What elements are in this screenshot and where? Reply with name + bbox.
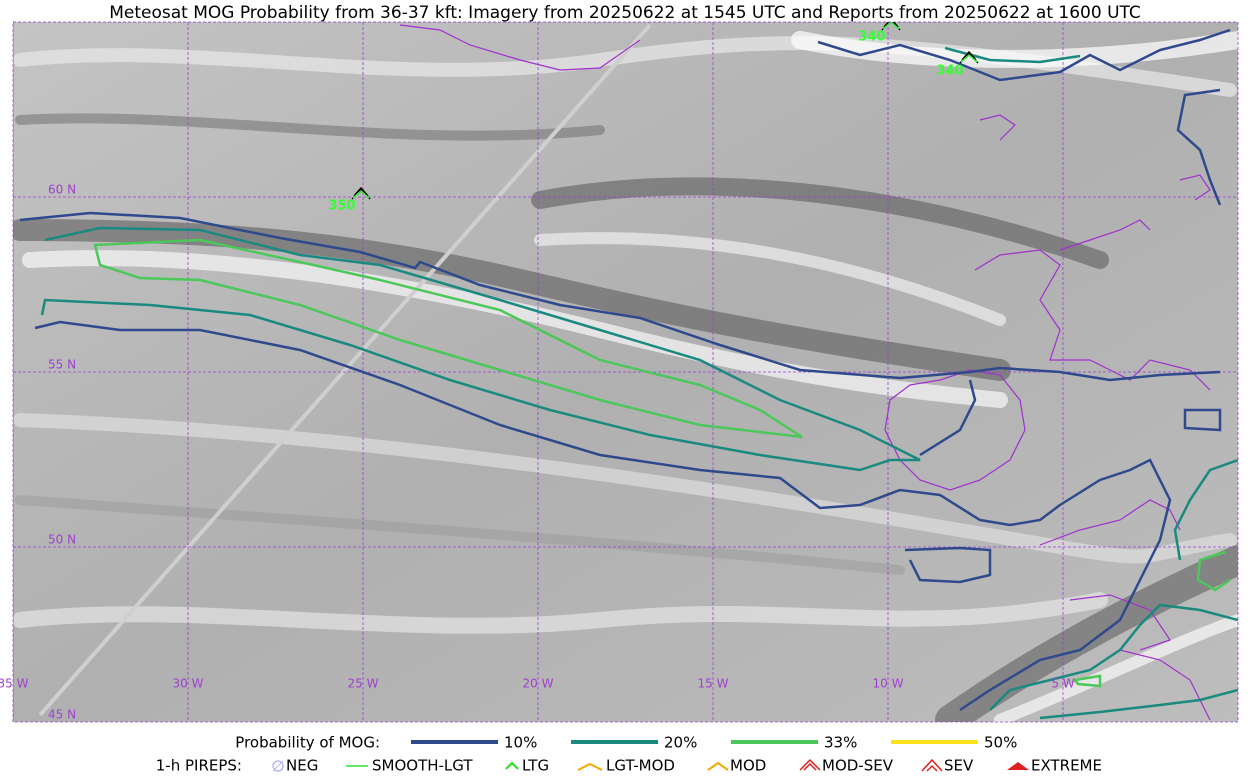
lon-label: 10 W bbox=[873, 677, 904, 691]
map: 350 340 340 bbox=[13, 22, 1238, 722]
legend-icon-shape bbox=[272, 760, 284, 772]
contour-10 bbox=[19, 211, 1221, 382]
legend-label: MOD bbox=[730, 757, 766, 775]
legend-icon bbox=[799, 758, 821, 771]
legend-label: NEG bbox=[286, 757, 318, 775]
coastlines bbox=[399, 24, 1211, 721]
contour-20 bbox=[1173, 458, 1238, 561]
contour-20 bbox=[1039, 688, 1238, 720]
legend-label: EXTREME bbox=[1031, 757, 1102, 775]
legend-label: LGT-MOD bbox=[606, 757, 675, 775]
legend-icon-shape bbox=[272, 760, 284, 772]
contour-33 bbox=[1072, 674, 1102, 688]
lon-label: 30 W bbox=[173, 677, 204, 691]
lat-label: 55 N bbox=[48, 358, 76, 372]
contour-10 bbox=[1176, 88, 1222, 206]
legend-icon bbox=[707, 761, 729, 771]
contour-10 bbox=[904, 546, 992, 584]
lat-lon-labels: 60 N 55 N 50 N 45 N 35 W 30 W 25 W 20 W 15 W 10 W… bbox=[0, 183, 1075, 722]
grid bbox=[13, 22, 1238, 722]
legend-icon-shape bbox=[799, 758, 821, 771]
legend-icon bbox=[1007, 762, 1029, 770]
legend-icon bbox=[505, 761, 519, 770]
lon-label: 15 W bbox=[698, 677, 729, 691]
pirep-icon bbox=[960, 54, 978, 63]
swath-edge bbox=[38, 23, 652, 717]
lat-label: 45 N bbox=[48, 708, 76, 722]
map-frame bbox=[12, 21, 1239, 723]
pirep-label: 340 bbox=[858, 30, 885, 45]
contour-10 bbox=[1183, 408, 1222, 432]
contour-33 bbox=[1196, 550, 1231, 592]
contour-20 bbox=[40, 226, 921, 472]
contours bbox=[19, 28, 1238, 720]
contour-10 bbox=[817, 28, 1231, 82]
lon-label: 20 W bbox=[523, 677, 554, 691]
title: Meteosat MOG Probability from 36-37 kft:… bbox=[109, 3, 1141, 23]
contour-10 bbox=[34, 320, 1172, 712]
lat-label: 60 N bbox=[48, 183, 76, 197]
legend-title: Probability of MOG: bbox=[235, 734, 380, 752]
legend-icon-shape bbox=[505, 761, 519, 770]
pirep-icon bbox=[352, 190, 370, 199]
pirep-label: 350 bbox=[328, 199, 355, 214]
contour-33 bbox=[93, 238, 803, 439]
contour-10 bbox=[919, 379, 977, 457]
legend-label: MOD-SEV bbox=[822, 757, 894, 775]
legend: Probability of MOG: 10% 20% 33% 50% 1-h PIREP… bbox=[156, 734, 1102, 775]
legend-label: 20% bbox=[664, 734, 697, 752]
lat-label: 50 N bbox=[48, 533, 76, 547]
legend-label: 50% bbox=[984, 734, 1017, 752]
legend-icon bbox=[577, 762, 603, 771]
legend-label: SMOOTH-LGT bbox=[372, 757, 473, 775]
pireps: 350 340 340 bbox=[328, 22, 979, 214]
lon-label: 5 W bbox=[1051, 677, 1074, 691]
cloud-texture bbox=[13, 31, 1238, 722]
pirep-icon bbox=[882, 22, 900, 30]
legend-title: 1-h PIREPS: bbox=[156, 757, 242, 775]
legend-icon-shape bbox=[921, 758, 943, 772]
legend-label: 10% bbox=[504, 734, 537, 752]
legend-label: SEV bbox=[944, 757, 974, 775]
pirep-label: 340 bbox=[936, 64, 963, 79]
lon-label: 25 W bbox=[348, 677, 379, 691]
legend-label: 33% bbox=[824, 734, 857, 752]
legend-icon bbox=[272, 760, 284, 772]
legend-icon-shape bbox=[577, 762, 603, 771]
legend-label: LTG bbox=[522, 757, 549, 775]
legend-icon bbox=[921, 758, 943, 772]
lon-label: 35 W bbox=[0, 677, 29, 691]
legend-icon-shape bbox=[707, 761, 729, 771]
contour-20 bbox=[989, 603, 1238, 711]
legend-icon-shape bbox=[1007, 762, 1029, 770]
